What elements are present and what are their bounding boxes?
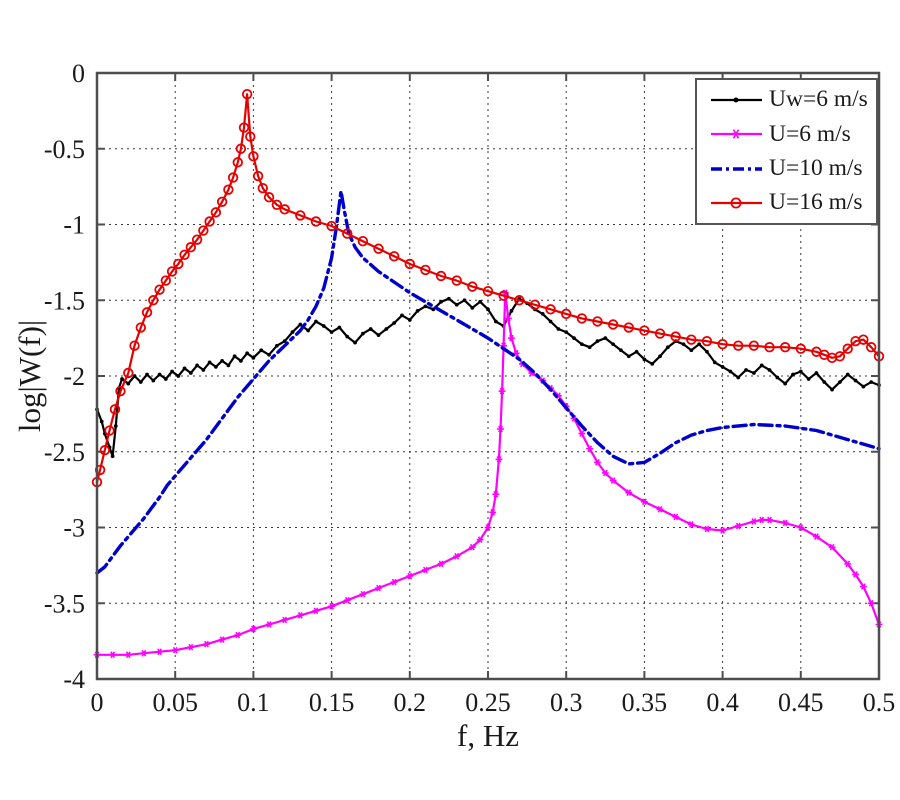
svg-text:0.45: 0.45 bbox=[778, 688, 824, 717]
legend-item: U=6 m/s bbox=[709, 120, 874, 147]
svg-text:-3: -3 bbox=[63, 514, 85, 543]
svg-text:0.3: 0.3 bbox=[550, 688, 583, 717]
svg-text:0: 0 bbox=[91, 688, 104, 717]
svg-text:-0.5: -0.5 bbox=[44, 135, 85, 164]
svg-text:0.05: 0.05 bbox=[152, 688, 198, 717]
legend: Uw=6 m/s U=6 m/s U=10 m/s U=16 m/s bbox=[695, 78, 878, 225]
svg-text:-1.5: -1.5 bbox=[44, 286, 85, 315]
legend-label: U=16 m/s bbox=[769, 189, 863, 216]
svg-text:-4: -4 bbox=[63, 665, 85, 694]
svg-text:0.15: 0.15 bbox=[309, 688, 355, 717]
svg-text:-2: -2 bbox=[63, 362, 85, 391]
svg-text:0.5: 0.5 bbox=[863, 688, 896, 717]
legend-dashdot-line-icon bbox=[711, 166, 762, 171]
svg-text:-2.5: -2.5 bbox=[44, 438, 85, 467]
legend-item: U=16 m/s bbox=[709, 191, 874, 215]
svg-text:0.1: 0.1 bbox=[237, 688, 270, 717]
legend-label: U=6 m/s bbox=[769, 120, 851, 147]
y-axis-label: log|W(f)| bbox=[12, 319, 47, 433]
svg-text:0.35: 0.35 bbox=[622, 688, 668, 717]
svg-text:0.2: 0.2 bbox=[394, 688, 427, 717]
svg-text:0.25: 0.25 bbox=[465, 688, 511, 717]
legend-line-dot-icon bbox=[711, 97, 762, 103]
x-axis-label: f, Hz bbox=[457, 718, 519, 753]
legend-line-circle-icon bbox=[711, 197, 762, 209]
legend-line-star-icon bbox=[711, 129, 762, 140]
svg-text:-3.5: -3.5 bbox=[44, 589, 85, 618]
svg-text:0.4: 0.4 bbox=[706, 688, 739, 717]
svg-text:0: 0 bbox=[72, 59, 85, 88]
legend-label: U=10 m/s bbox=[769, 154, 863, 181]
svg-text:-1: -1 bbox=[63, 211, 85, 240]
legend-item: Uw=6 m/s bbox=[709, 88, 874, 112]
legend-item: U=10 m/s bbox=[709, 154, 874, 181]
legend-label: Uw=6 m/s bbox=[769, 86, 868, 113]
